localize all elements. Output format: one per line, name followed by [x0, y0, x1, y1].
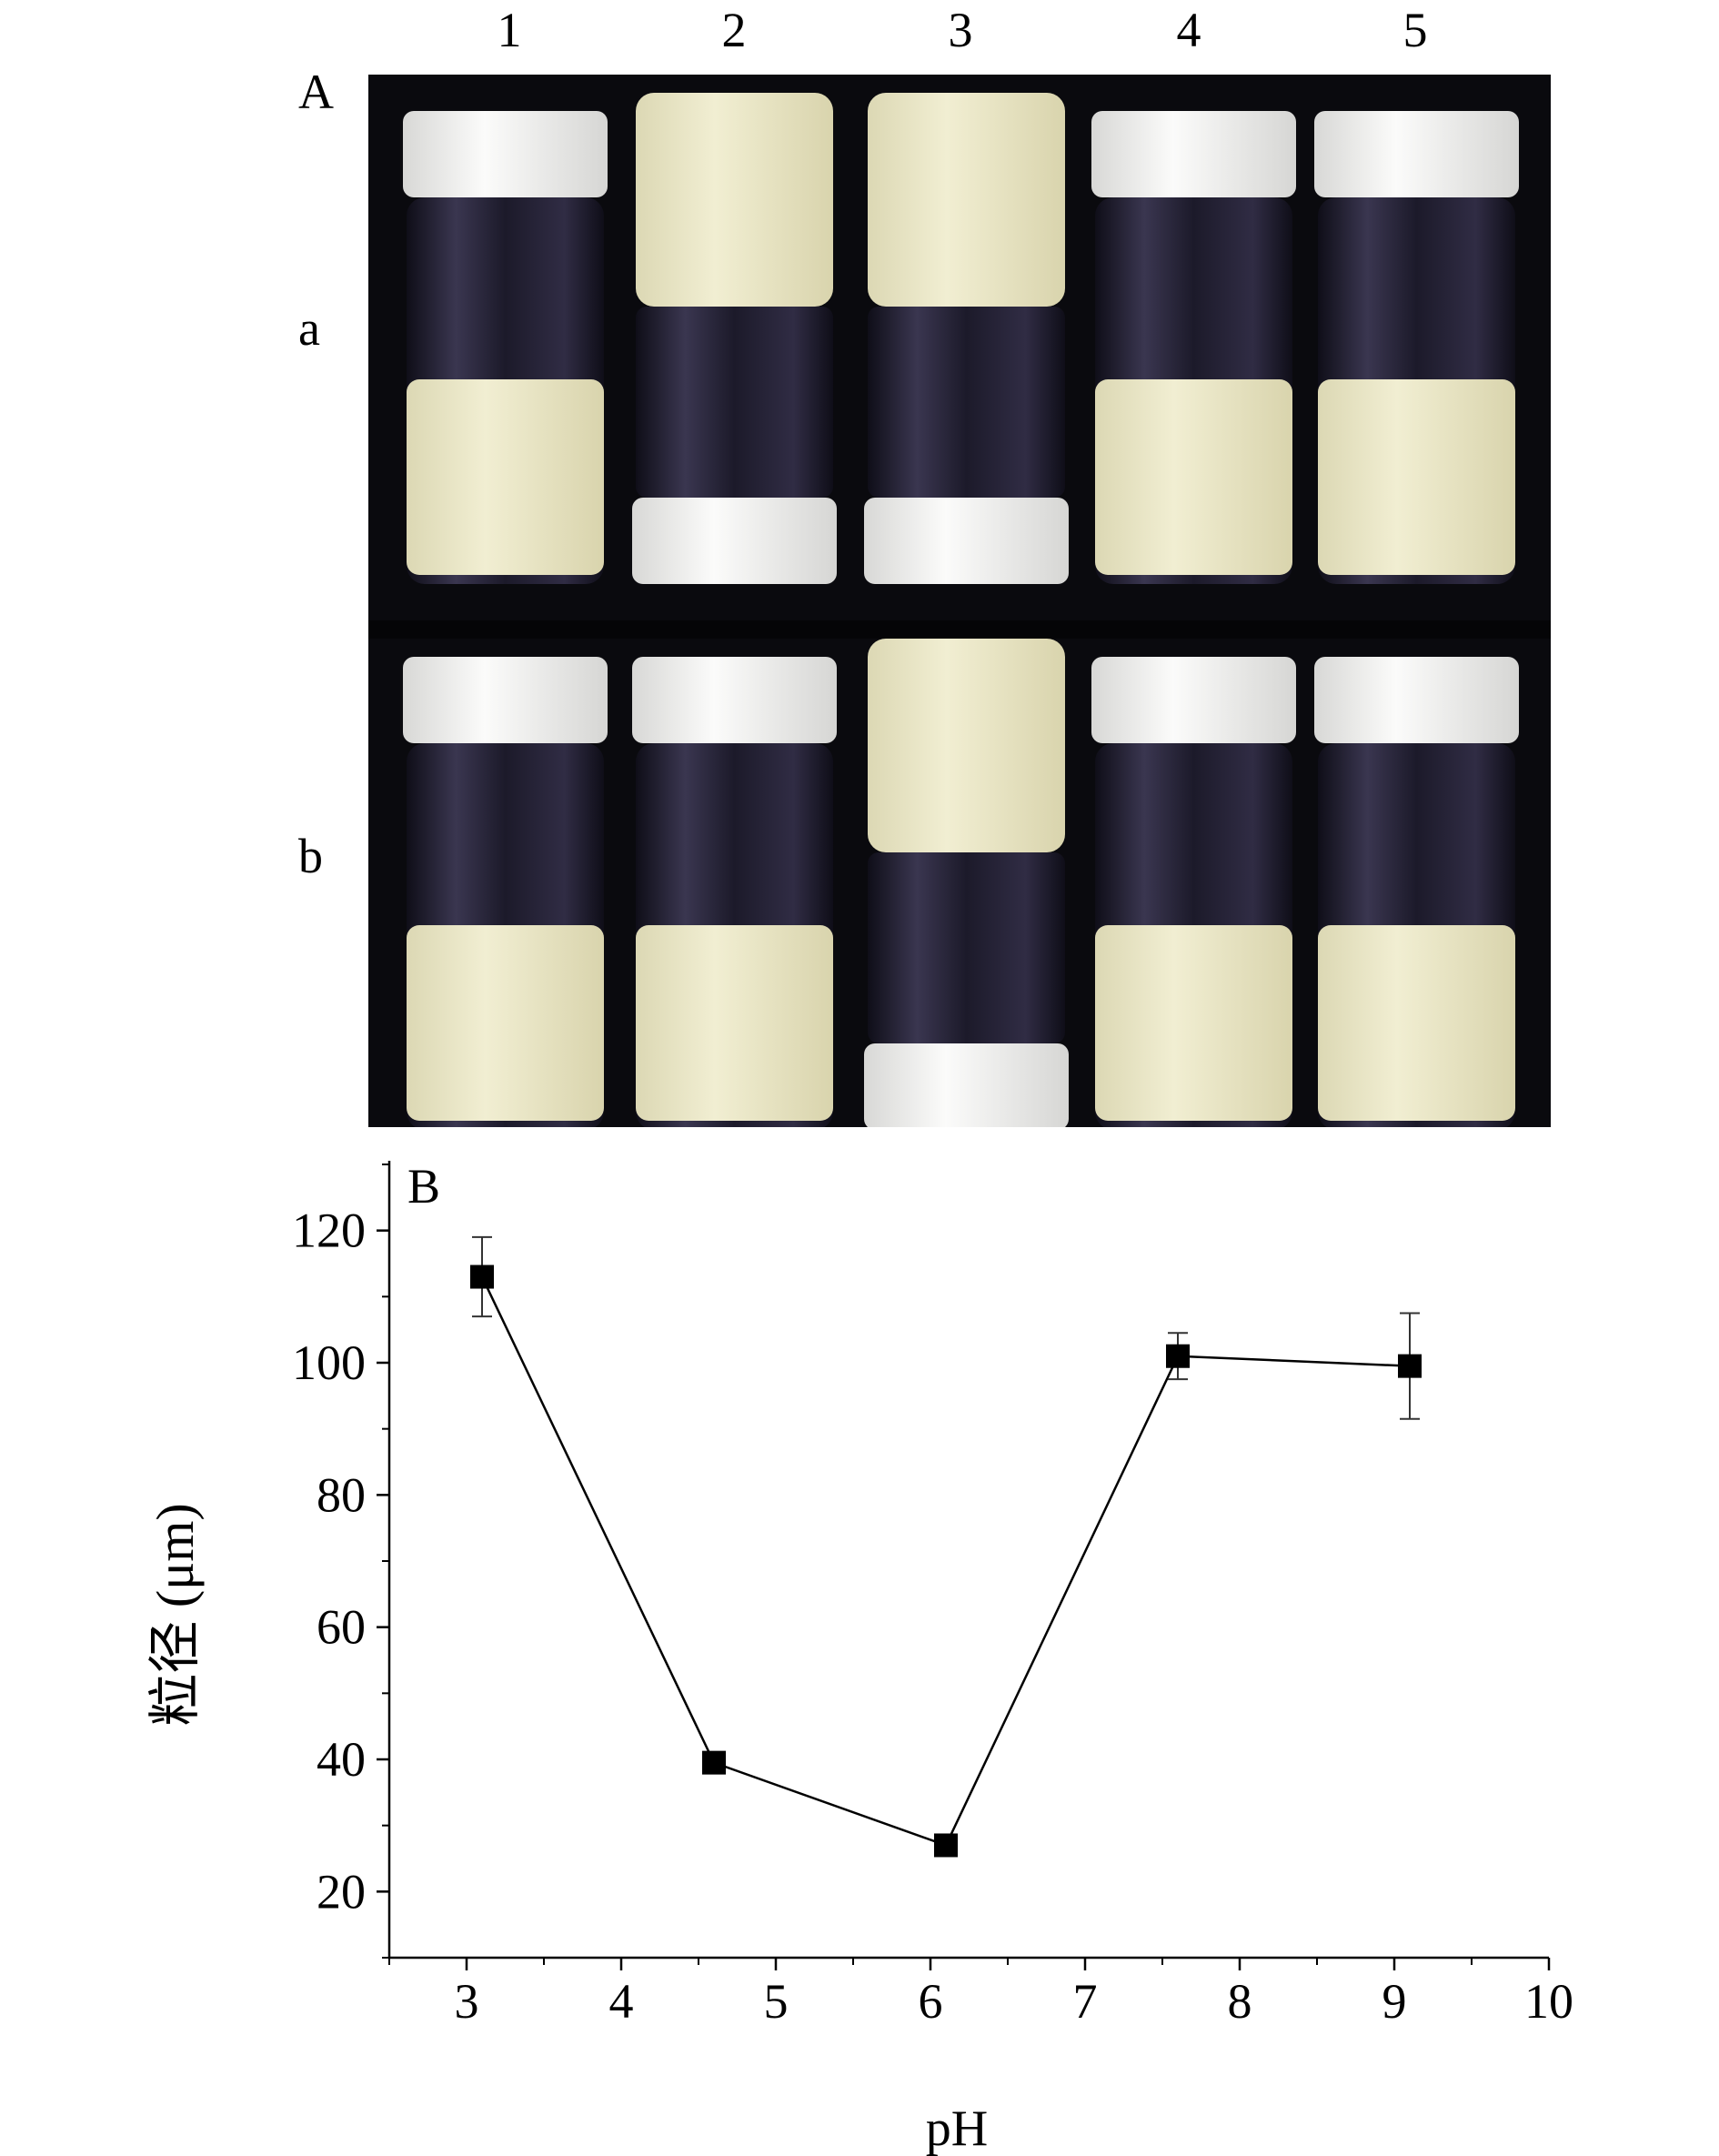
- vial-glass: [868, 307, 1065, 498]
- x-axis-label: pH: [926, 2101, 988, 2156]
- emulsion-layer: [1095, 379, 1292, 575]
- y-tick-label: 20: [317, 1864, 366, 1919]
- data-point: [702, 1750, 726, 1775]
- y-tick-label: 80: [317, 1467, 366, 1522]
- vial-cap: [1314, 111, 1519, 197]
- column-label-5: 5: [1402, 3, 1428, 57]
- x-tick-label: 4: [609, 1974, 634, 2029]
- x-tick-label: 3: [455, 1974, 479, 2029]
- vial-cap: [1091, 111, 1296, 197]
- y-tick-label: 60: [317, 1600, 366, 1655]
- data-point: [470, 1264, 494, 1289]
- vial-b-4: [1091, 657, 1296, 1130]
- emulsion-layer: [1095, 925, 1292, 1121]
- vial-cap: [632, 498, 837, 584]
- vial-cap: [403, 657, 608, 743]
- vial-b-2: [632, 657, 837, 1130]
- row-label-a: a: [298, 301, 320, 356]
- particle-size-chart: 3 4 5 6 7 8 9 10 20 40 60 80 100 120 B pH 粒径 (μm): [146, 1159, 1573, 2156]
- column-label-2: 2: [721, 3, 747, 57]
- x-tick-label: 6: [919, 1974, 943, 2029]
- vial-cap: [1314, 657, 1519, 743]
- x-tick-label: 7: [1073, 1974, 1098, 2029]
- vial-b-3: [864, 639, 1069, 1130]
- column-label-1: 1: [497, 3, 522, 57]
- vial-cap: [403, 111, 608, 197]
- x-tick-label: 9: [1382, 1974, 1407, 2029]
- gel-layer: [868, 93, 1065, 307]
- series-line: [480, 1275, 1411, 1848]
- row-label-b: b: [298, 829, 323, 883]
- column-label-4: 4: [1176, 3, 1201, 57]
- column-label-3: 3: [948, 3, 973, 57]
- vial-a-1: [403, 111, 608, 584]
- x-tick-label: 10: [1524, 1974, 1573, 2029]
- vial-glass: [636, 307, 833, 498]
- y-tick-label: 120: [292, 1204, 366, 1258]
- vial-cap: [1091, 657, 1296, 743]
- gel-layer: [868, 639, 1065, 852]
- vial-a-2: [632, 93, 837, 584]
- emulsion-layer: [636, 925, 833, 1121]
- emulsion-layer: [1318, 925, 1515, 1121]
- panel-b-label: B: [407, 1159, 440, 1214]
- chart-axes: 3 4 5 6 7 8 9 10 20 40 60 80 100 120: [292, 1161, 1573, 2029]
- data-point: [934, 1833, 958, 1858]
- vial-cap: [864, 498, 1069, 584]
- chart-series: [470, 1235, 1422, 1858]
- vial-cap: [632, 657, 837, 743]
- vials-photograph-drawing: [368, 75, 1551, 1130]
- gel-layer: [636, 93, 833, 307]
- panel-a-label: A: [298, 65, 334, 119]
- y-axis-label: 粒径 (μm): [146, 1503, 205, 1726]
- emulsion-layer: [1318, 379, 1515, 575]
- data-point: [1166, 1344, 1190, 1368]
- vial-glass: [868, 852, 1065, 1043]
- vial-a-5: [1314, 111, 1519, 584]
- emulsion-layer: [407, 925, 604, 1121]
- vial-b-1: [403, 657, 608, 1130]
- vial-a-4: [1091, 111, 1296, 584]
- vials-photograph: [368, 75, 1551, 1130]
- vial-b-5: [1314, 657, 1519, 1130]
- y-tick-label: 40: [317, 1732, 366, 1787]
- x-tick-label: 5: [764, 1974, 789, 2029]
- data-point: [1398, 1354, 1422, 1378]
- vial-cap: [864, 1043, 1069, 1130]
- emulsion-layer: [407, 379, 604, 575]
- y-tick-label: 100: [292, 1335, 366, 1390]
- vial-a-3: [864, 93, 1069, 584]
- x-tick-label: 8: [1228, 1974, 1252, 2029]
